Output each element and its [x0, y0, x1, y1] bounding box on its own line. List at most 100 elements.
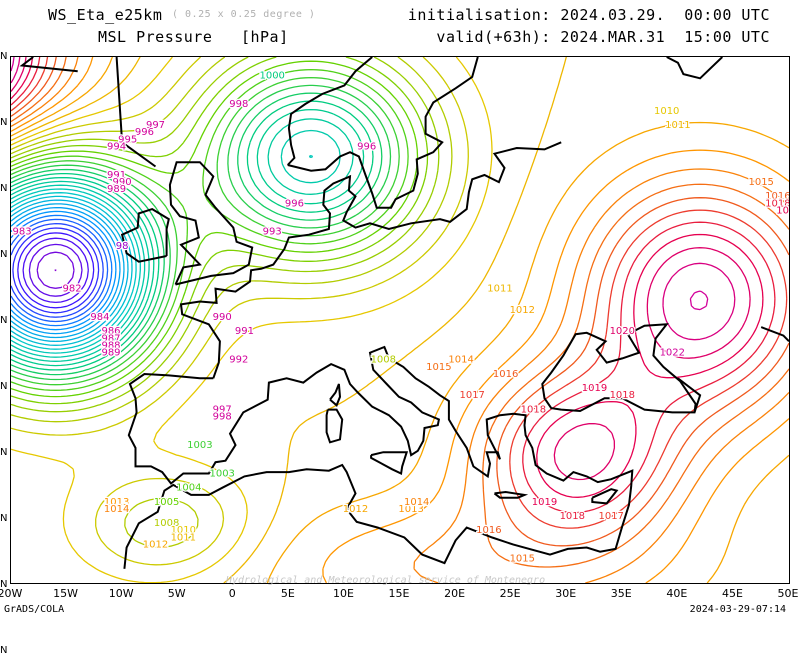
isobar-label: 1005	[154, 497, 179, 508]
isobar-label: 990	[213, 312, 232, 323]
lon-tick-label: 5W	[167, 587, 186, 600]
isobar-label: 1019	[582, 383, 607, 394]
coastline	[120, 208, 170, 263]
isobar-1009	[11, 57, 469, 566]
model-name: WS_Eta_e25km	[48, 6, 163, 24]
isobar-label: 1012	[343, 504, 368, 515]
isobar-label: 982	[63, 284, 82, 295]
isobar-1020	[11, 57, 751, 481]
isobar-label: 1019	[776, 205, 789, 216]
lon-tick-label: 45E	[721, 587, 743, 600]
isobar-label: 1014	[104, 504, 129, 515]
coastline	[286, 57, 373, 166]
isobar-label: 1000	[259, 70, 284, 81]
isobar-label: 1011	[487, 284, 512, 295]
coastline	[493, 490, 529, 499]
isobar-label: 1017	[459, 390, 484, 401]
lon-tick-label: 15E	[388, 587, 410, 600]
isobar-label: 994	[107, 141, 126, 152]
grid-resolution: ( 0.25 x 0.25 degree )	[172, 9, 316, 20]
isobar-label: 1004	[176, 483, 201, 494]
isobar-label: 1016	[765, 191, 789, 202]
isobar-981	[54, 269, 57, 272]
initialisation-time: initialisation: 2024.03.29. 00:00 UTC	[407, 6, 770, 24]
isobar-label: 991	[235, 326, 254, 337]
coastline	[179, 141, 562, 379]
coastline	[666, 57, 723, 80]
isobar-1003	[11, 76, 400, 386]
isobar-label: 1011	[171, 532, 196, 543]
isobar-1006	[11, 57, 429, 405]
isobar-label: 996	[285, 198, 304, 209]
lat-tick-label: N	[0, 381, 8, 392]
lat-tick-label: N	[0, 447, 8, 458]
coastline	[168, 161, 254, 286]
isobar-983	[28, 243, 83, 297]
isobar-label: 984	[90, 312, 109, 323]
coastline	[325, 408, 344, 444]
isobar-label: 989	[101, 348, 120, 359]
isobar-997	[11, 129, 341, 358]
isobar-1022	[11, 57, 709, 311]
lon-tick-label: 20W	[0, 587, 23, 600]
lon-tick-label: 20E	[444, 587, 466, 600]
isobar-1016	[11, 57, 789, 547]
coastline	[123, 345, 634, 569]
isobar-label: 998	[229, 99, 248, 110]
lon-tick-label: 35E	[610, 587, 632, 600]
isobar-label: 1018	[560, 511, 585, 522]
isobar-label: 1018	[521, 404, 546, 415]
credit-watermark: Hydrological and Meteorological service …	[226, 575, 546, 586]
isobar-labels: 1000998997996995994991990989983989829849…	[11, 69, 789, 566]
isobar-1021	[11, 57, 736, 341]
lon-tick-label: 50E	[777, 587, 799, 600]
isobar-label: 1015	[748, 177, 773, 188]
isobar-label: 990	[113, 177, 132, 188]
lat-tick-label: N	[0, 183, 8, 194]
isobar-label: 1011	[665, 120, 690, 131]
isobar-label: 997	[213, 404, 232, 415]
isobar-label: 993	[263, 227, 282, 238]
isobar-label: 1018	[765, 198, 789, 209]
isobar-lines	[11, 57, 789, 583]
isobar-label: 987	[101, 333, 120, 344]
isobar-995	[11, 192, 137, 350]
coastline	[115, 57, 157, 168]
coastline	[760, 326, 789, 343]
isobar-label: 998	[213, 412, 232, 423]
isobar-label: 1015	[426, 362, 451, 373]
isobar-1001	[11, 92, 383, 376]
isobar-994	[11, 195, 133, 346]
isobar-label: 1018	[610, 390, 635, 401]
lon-tick-label: 30E	[555, 587, 577, 600]
coastlines	[19, 57, 789, 569]
lat-tick-label: N	[0, 645, 8, 656]
lon-tick-label: 40E	[666, 587, 688, 600]
isobar-label: 1013	[398, 504, 423, 515]
isobar-label: 1008	[371, 355, 396, 366]
isobar-label: 1014	[404, 497, 429, 508]
isobar-label: 1016	[493, 369, 518, 380]
isobar-label: 1020	[610, 326, 635, 337]
software-credit: GrADS/COLA	[4, 604, 65, 615]
isobar-label: 988	[101, 340, 120, 351]
isobar-label: 1008	[154, 518, 179, 529]
lon-tick-label: 0	[228, 587, 236, 600]
coastline	[541, 323, 697, 414]
isobar-label: 997	[146, 120, 165, 131]
isobar-label: 1022	[660, 348, 685, 359]
isobar-label: 996	[135, 127, 154, 138]
isobar-985	[17, 232, 95, 309]
isobar-1011	[11, 57, 567, 583]
coastline	[19, 57, 78, 73]
isobar-1005	[11, 60, 419, 398]
isobar-label: 1003	[187, 440, 212, 451]
isobar-987	[11, 222, 104, 318]
isobar-label: 983	[13, 227, 32, 238]
isobar-1014	[11, 57, 789, 583]
lon-tick-label: 25E	[499, 587, 521, 600]
lon-tick-label: 10E	[332, 587, 354, 600]
isobar-984	[22, 237, 89, 304]
isobar-label: 1019	[532, 497, 557, 508]
isobar-label: 98	[116, 241, 129, 252]
